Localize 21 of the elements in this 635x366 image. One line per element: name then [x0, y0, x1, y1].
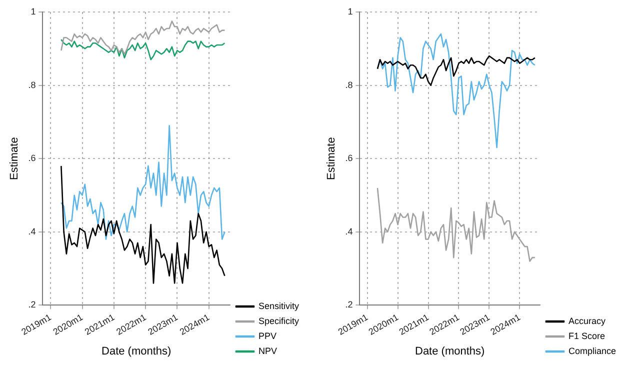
legend-label: PPV — [258, 330, 276, 341]
y-tick-label: 1 — [348, 6, 353, 16]
y-tick-label: 1 — [30, 6, 36, 16]
y-tick-label: .8 — [345, 80, 353, 90]
y-tick-label: .6 — [28, 153, 36, 164]
y-tick-label: .6 — [345, 153, 353, 164]
y-tick-label: .2 — [345, 300, 353, 310]
legend-label: F1 Score — [568, 330, 605, 341]
x-axis-title: Date (months) — [414, 345, 485, 358]
y-tick-label: .4 — [345, 226, 353, 236]
legend-label: Accuracy — [568, 316, 606, 326]
legend-label: Compliance — [568, 346, 616, 356]
y-tick-label: .2 — [28, 300, 36, 310]
legend-label: NPV — [258, 346, 277, 356]
legend-label: Sensitivity — [258, 300, 300, 311]
legend-label: Specificity — [258, 316, 300, 326]
y-axis-title: Estimate — [8, 137, 21, 180]
x-axis-title: Date (months) — [101, 345, 172, 358]
y-tick-label: .4 — [28, 226, 36, 236]
y-axis-title: Estimate — [326, 137, 338, 180]
y-tick-label: .8 — [28, 80, 36, 90]
